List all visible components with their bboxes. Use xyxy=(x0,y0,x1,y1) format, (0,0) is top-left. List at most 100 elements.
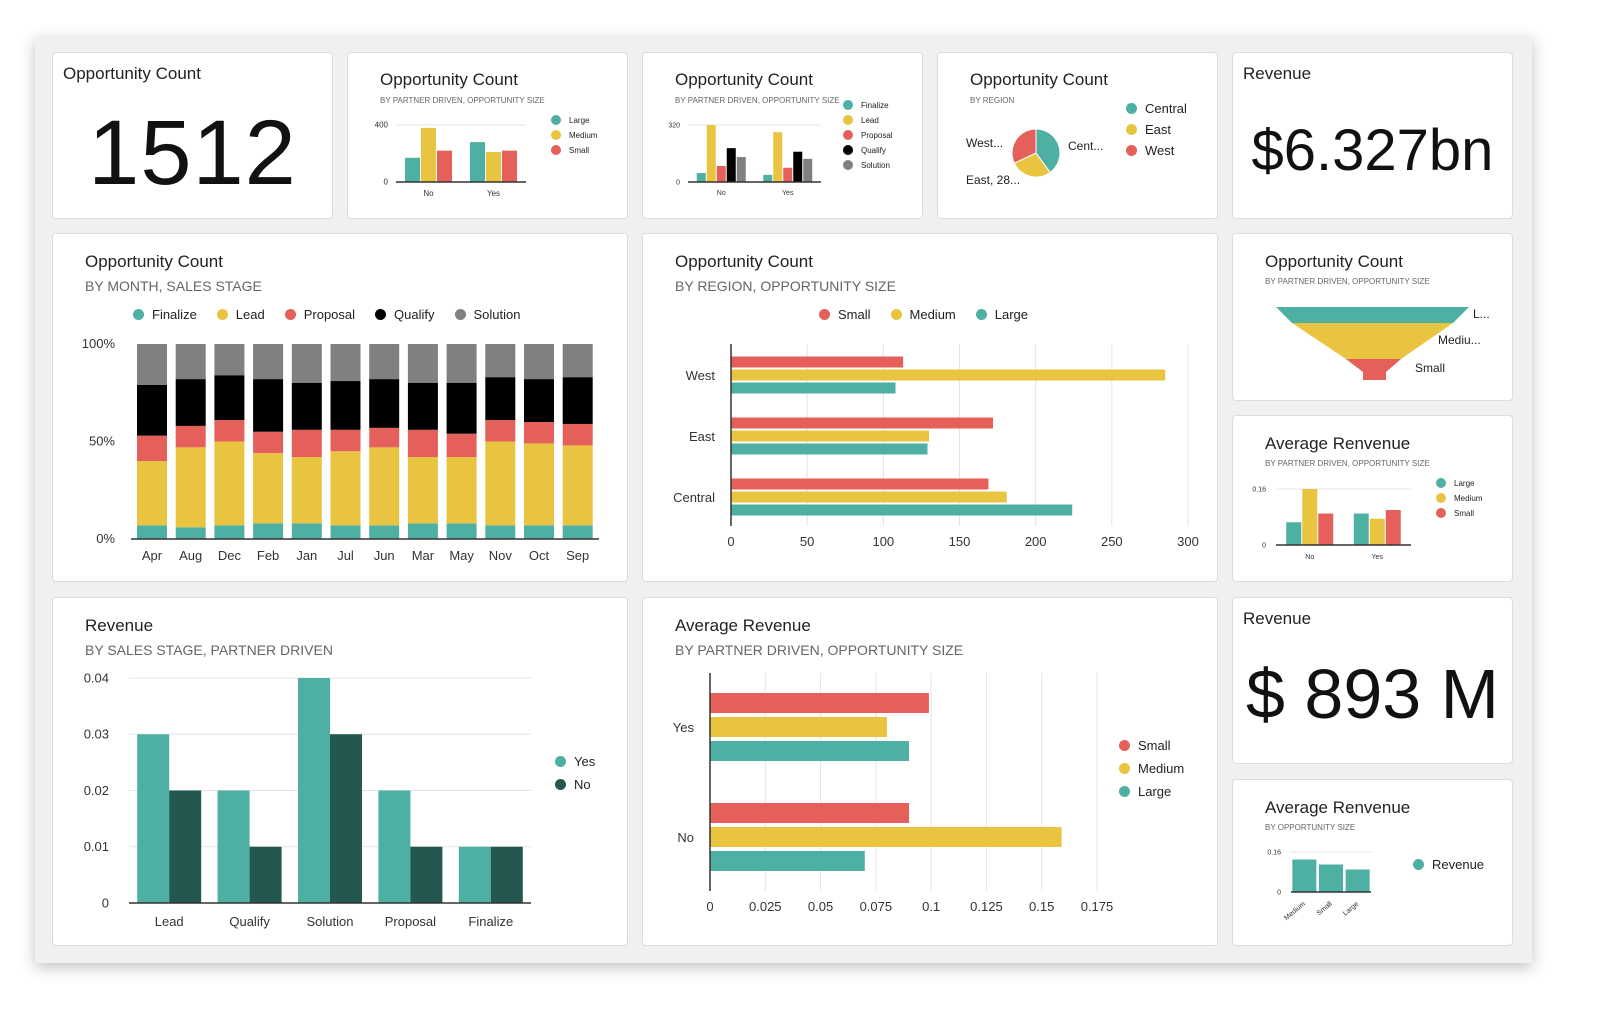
legend-item[interactable]: Finalize xyxy=(843,100,893,110)
legend-label: Solution xyxy=(861,160,890,170)
legend-item[interactable]: West xyxy=(1126,143,1187,158)
average-revenue-partner-size-hbar-card[interactable]: Average Revenue BY PARTNER DRIVEN, OPPOR… xyxy=(642,597,1218,946)
y-tick-label: 0.03 xyxy=(84,727,109,742)
bar-medium-west xyxy=(731,369,1166,381)
funnel-label-large: L... xyxy=(1473,307,1490,321)
x-tick-label: Medium xyxy=(1283,901,1307,922)
legend-item[interactable]: Lead xyxy=(843,115,893,125)
legend-item[interactable]: Small xyxy=(1119,738,1184,753)
bar-large-east xyxy=(731,443,928,455)
legend-item[interactable]: Large xyxy=(551,115,597,125)
bar-small-yes xyxy=(502,150,517,182)
card-subtitle: BY OPPORTUNITY SIZE xyxy=(1265,823,1356,832)
opportunity-count-partner-size-card[interactable]: Opportunity Count BY PARTNER DRIVEN, OPP… xyxy=(347,52,628,219)
bar-lead-sep xyxy=(562,445,593,526)
bar-solution-no xyxy=(736,157,746,182)
legend-item[interactable]: Qualify xyxy=(375,307,435,322)
legend-label: Finalize xyxy=(861,100,889,110)
kpi-revenue-million-card[interactable]: Revenue $ 893 M xyxy=(1232,597,1513,764)
x-tick-label: Yes xyxy=(487,189,500,198)
x-tick-label: Jun xyxy=(374,548,395,563)
bar-lead-oct xyxy=(524,443,554,526)
legend-item[interactable]: Finalize xyxy=(133,307,197,322)
legend-item[interactable]: Medium xyxy=(1436,493,1482,503)
chart-svg: 0 0.16 Medium Small Large xyxy=(1267,849,1371,922)
legend-swatch xyxy=(284,309,296,320)
legend-item[interactable]: Small xyxy=(551,145,597,155)
legend-item[interactable]: Large xyxy=(975,307,1028,322)
legend-label: Lead xyxy=(861,115,879,125)
bar-finalize-feb xyxy=(253,523,284,539)
legend-swatch xyxy=(1436,508,1446,518)
opportunity-count-region-size-card[interactable]: Opportunity Count BY REGION, OPPORTUNITY… xyxy=(642,233,1218,582)
x-tick-label: 0.125 xyxy=(970,899,1003,914)
bar-small-no xyxy=(437,150,452,182)
legend-swatch xyxy=(843,145,853,155)
legend-item[interactable]: Proposal xyxy=(284,307,355,322)
bar-qualify-apr xyxy=(137,384,167,436)
legend-item[interactable]: Large xyxy=(1119,784,1184,799)
bar-proposal-apr xyxy=(137,435,167,461)
legend-swatch xyxy=(1413,859,1424,870)
legend-item[interactable]: Yes xyxy=(555,754,595,769)
bar-qualify-no xyxy=(726,148,736,182)
y-tick-label: 0.04 xyxy=(84,670,109,685)
x-tick-label: 0.05 xyxy=(808,899,833,914)
opportunity-count-month-card[interactable]: Opportunity Count BY MONTH, SALES STAGE … xyxy=(52,233,628,582)
bar-finalize-oct xyxy=(524,525,554,539)
opportunity-count-region-card[interactable]: Opportunity Count BY REGION Cent... East,… xyxy=(937,52,1218,219)
legend-item[interactable]: No xyxy=(555,777,595,792)
average-revenue-size-card[interactable]: Average Renvenue BY OPPORTUNITY SIZE 0 0.… xyxy=(1232,779,1513,946)
legend-item[interactable]: Large xyxy=(1436,478,1482,488)
legend-item[interactable]: East xyxy=(1126,122,1187,137)
legend-swatch xyxy=(375,309,387,320)
card-title: Opportunity Count xyxy=(85,252,223,271)
legend-item[interactable]: Medium xyxy=(890,307,956,322)
legend-label: Yes xyxy=(574,754,596,769)
y-tick-label: 100% xyxy=(82,336,116,351)
legend-item[interactable]: Small xyxy=(819,307,871,322)
y-tick-label: 0 xyxy=(1277,889,1281,896)
x-tick-label: Apr xyxy=(142,548,163,563)
legend-label: Medium xyxy=(1454,493,1483,503)
bar-qualify-nov xyxy=(485,377,516,421)
legend-swatch xyxy=(1126,145,1137,156)
legend-item[interactable]: Central xyxy=(1126,101,1187,116)
legend-item[interactable]: Medium xyxy=(551,130,597,140)
x-tick-label: 250 xyxy=(1101,534,1123,549)
bar-proposal-feb xyxy=(253,431,284,454)
card-subtitle: BY PARTNER DRIVEN, OPPORTUNITY SIZE xyxy=(1265,459,1430,468)
y-tick-label: Yes xyxy=(673,720,695,735)
y-tick-label: 0% xyxy=(96,531,115,546)
kpi-revenue-card[interactable]: Revenue $6.327bn xyxy=(1232,52,1513,219)
legend-item[interactable]: Revenue xyxy=(1413,857,1484,872)
legend-item[interactable]: Solution xyxy=(454,307,520,322)
average-revenue-partner-size-card[interactable]: Average Renvenue BY PARTNER DRIVEN, OPPO… xyxy=(1232,415,1513,582)
x-tick-label: No xyxy=(717,190,726,197)
x-tick-label: 50 xyxy=(800,534,814,549)
opportunity-count-funnel-card[interactable]: Opportunity Count BY PARTNER DRIVEN, OPP… xyxy=(1232,233,1513,401)
card-subtitle: BY PARTNER DRIVEN, OPPORTUNITY SIZE xyxy=(380,96,545,105)
bar-lead-no xyxy=(706,125,716,182)
legend-swatch xyxy=(551,130,561,140)
bar-finalize-sep xyxy=(562,525,593,539)
legend-swatch xyxy=(890,309,902,320)
bar-proposal-may xyxy=(446,433,477,458)
opportunity-count-sales-stage-card[interactable]: Opportunity Count BY PARTNER DRIVEN, OPP… xyxy=(642,52,923,219)
legend-label: Small xyxy=(1138,738,1171,753)
bar-solution-apr xyxy=(137,344,167,385)
kpi-opportunity-count-card[interactable]: Opportunity Count 1512 xyxy=(52,52,333,219)
legend-item[interactable]: Small xyxy=(1436,508,1482,518)
legend-item[interactable]: Lead xyxy=(216,307,265,322)
legend-item[interactable]: Medium xyxy=(1119,761,1184,776)
bar-medium-yes xyxy=(710,717,887,737)
legend-item[interactable]: Qualify xyxy=(843,145,893,155)
bar-lead-yes xyxy=(773,132,783,182)
bar-revenue-small xyxy=(1319,864,1343,892)
revenue-sales-stage-card[interactable]: Revenue BY SALES STAGE, PARTNER DRIVEN 0… xyxy=(52,597,628,946)
legend-label: Large xyxy=(569,115,590,125)
legend-swatch xyxy=(1436,493,1446,503)
bar-solution-sep xyxy=(562,344,593,378)
legend-item[interactable]: Solution xyxy=(843,160,893,170)
legend-item[interactable]: Proposal xyxy=(843,130,893,140)
